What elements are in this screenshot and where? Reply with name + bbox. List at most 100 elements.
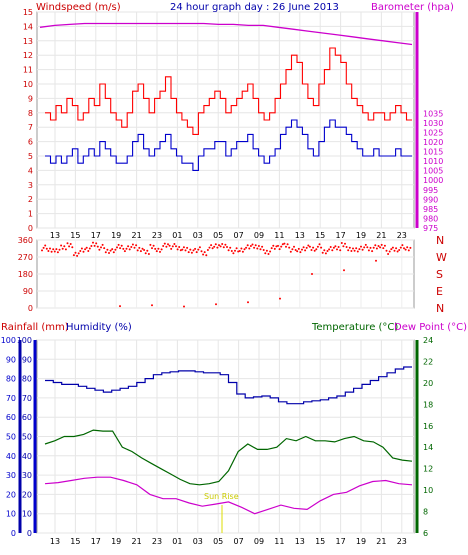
direction-point <box>406 246 409 249</box>
humidity-path <box>45 366 412 405</box>
wind-x-tick: 13 <box>50 231 60 240</box>
direction-point <box>216 246 219 249</box>
direction-point <box>200 250 203 253</box>
direction-point <box>399 246 402 249</box>
wind-y-tick: 13 <box>23 37 33 46</box>
rainfall-label: Rainfall (mm) <box>1 322 69 333</box>
direction-point <box>382 247 385 250</box>
average-path <box>45 119 412 171</box>
direction-point <box>251 243 254 246</box>
dewpoint-path <box>44 476 413 515</box>
wind-average-line <box>45 119 412 171</box>
wind-x-tick: 21 <box>376 231 386 240</box>
direction-point <box>288 246 291 249</box>
barometer-y-tick: 1030 <box>423 119 443 128</box>
humidity-y-tick: 100 <box>17 336 32 345</box>
direction-point <box>119 305 121 308</box>
temperature-y-axis: 6 8 10 12 14 16 18 20 22 24 <box>415 336 433 538</box>
temp-x-tick: 17 <box>91 537 101 546</box>
direction-point <box>109 249 112 252</box>
barometer-y-tick: 990 <box>423 195 438 204</box>
direction-point <box>45 247 48 250</box>
direction-point <box>344 242 346 245</box>
direction-point <box>187 251 190 254</box>
wind-y-tick: 5 <box>28 152 33 161</box>
barometer-line <box>39 22 413 46</box>
temperature-path <box>44 429 413 486</box>
direction-point <box>229 246 232 249</box>
direction-point <box>101 243 104 246</box>
direction-point <box>147 253 150 255</box>
direction-point <box>135 244 138 247</box>
direction-point <box>371 250 374 253</box>
direction-point <box>64 248 67 251</box>
temperature-y-tick: 16 <box>423 422 433 431</box>
direction-point <box>340 242 343 244</box>
direction-point <box>87 250 90 252</box>
temperature-y-tick: 14 <box>423 443 433 452</box>
temperature-line <box>44 429 413 486</box>
direction-point <box>168 244 171 247</box>
direction-point <box>202 253 205 256</box>
direction-point <box>98 248 101 251</box>
wind-x-tick: 23 <box>152 231 162 240</box>
direction-point <box>407 249 410 252</box>
direction-point <box>403 247 405 250</box>
direction-point <box>328 248 331 251</box>
direction-point <box>175 245 177 248</box>
wind-plot-area <box>36 11 415 229</box>
direction-point <box>190 251 193 254</box>
barometer-y-tick: 975 <box>423 224 438 233</box>
rain-y-axis: 0 10 20 30 40 50 60 70 80 90 100 <box>1 336 16 538</box>
direction-point <box>269 250 272 253</box>
direction-point <box>93 244 96 247</box>
direction-point <box>401 244 404 247</box>
humidity-y-tick: 10 <box>22 510 32 519</box>
direction-point <box>404 248 407 251</box>
direction-point <box>334 245 337 248</box>
wind-y-tick: 7 <box>28 123 33 132</box>
wind-y-tick: 3 <box>28 181 33 190</box>
temperature-y-tick: 12 <box>423 465 433 474</box>
direction-point <box>221 243 224 245</box>
direction-point <box>47 250 50 252</box>
direction-point <box>264 252 267 255</box>
wind-x-tick: 19 <box>356 231 366 240</box>
direction-point <box>144 252 147 255</box>
direction-point <box>80 247 83 250</box>
direction-point <box>66 242 69 245</box>
dewpoint-label: Dew Point (°C) <box>394 322 467 333</box>
direction-point <box>211 247 214 250</box>
humidity-y-axis: 0 10 20 30 40 50 60 70 80 90 100 <box>17 336 32 538</box>
barometer-y-tick: 1015 <box>423 148 443 157</box>
temp-x-tick: 05 <box>213 537 223 546</box>
direction-point <box>41 249 43 252</box>
direction-point <box>345 246 348 248</box>
direction-point <box>294 249 297 251</box>
wind-x-tick: 15 <box>70 231 80 240</box>
direction-point <box>165 245 168 248</box>
wind-gust-line <box>45 47 412 135</box>
direction-point <box>197 248 200 251</box>
direction-point <box>281 243 284 246</box>
direction-point <box>68 245 71 248</box>
direction-point <box>125 247 128 250</box>
direction-point <box>215 303 217 306</box>
direction-point <box>343 269 345 272</box>
graph-date-title: 24 hour graph day : 26 June 2013 <box>170 2 339 13</box>
temperature-y-tick: 24 <box>423 336 433 345</box>
direction-point <box>361 248 364 251</box>
direction-point <box>342 245 345 248</box>
direction-point <box>331 249 334 252</box>
wind-x-tick: 17 <box>91 231 101 240</box>
direction-point <box>74 251 77 254</box>
direction-point <box>61 247 64 250</box>
humidity-y-tick: 90 <box>22 355 32 364</box>
compass-label: S <box>436 268 443 281</box>
barometer-y-tick: 1000 <box>423 176 443 185</box>
rain-y-tick: 10 <box>6 510 16 519</box>
direction-point <box>136 249 139 252</box>
direction-point <box>289 250 292 253</box>
direction-point <box>240 247 243 250</box>
